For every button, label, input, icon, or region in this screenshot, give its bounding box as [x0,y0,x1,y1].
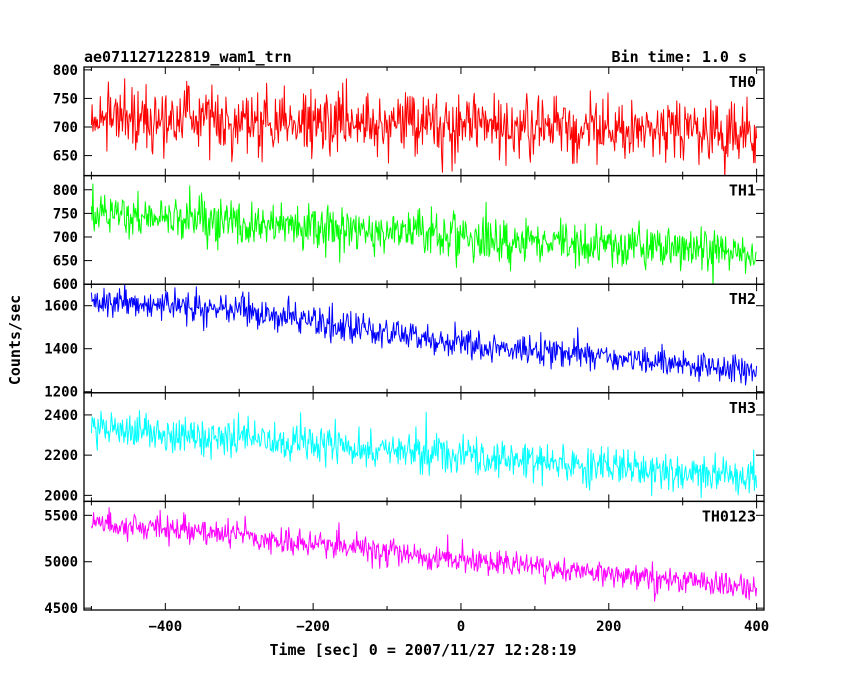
y-tick-label: 650 [53,254,78,270]
bin-time-label: Bin time: 1.0 s [612,48,747,66]
panel-frame [83,174,765,285]
y-tick-label: 2200 [44,448,78,464]
y-tick-label: 5000 [44,555,78,571]
y-tick-label: 1600 [44,299,78,315]
panel-th0: 650 700 750 800 TH0 [53,63,765,177]
x-tick-label: −200 [296,619,330,635]
x-tick-labels: −400 −200 0 200 400 [148,619,769,635]
panel-frame [83,500,765,611]
panel-label: TH1 [729,182,756,200]
y-tick-label: 650 [53,149,78,165]
panel-th3: 2000 2200 2400 TH3 [44,392,765,504]
series-th1 [90,183,757,285]
x-tick-label: 400 [744,619,769,635]
panel-label: TH3 [729,399,756,417]
series-th2 [90,284,758,386]
y-tick-label: 2000 [44,488,78,504]
y-tick-label: 600 [53,277,78,293]
y-tick-label: 800 [53,183,78,199]
panel-th0123: 4500 5000 5500 TH0123 [44,500,765,617]
panel-th1: 600 650 700 750 800 TH1 [53,174,765,293]
x-axis-label: Time [sec] 0 = 2007/11/27 12:28:19 [269,641,576,659]
x-tick-label: 200 [596,619,621,635]
y-tick-label: 750 [53,91,78,107]
chart-title: ae071127122819_wam1_trn [84,48,292,66]
y-axis-label: Counts/sec [6,295,24,385]
panel-th2: 1200 1400 1600 TH2 [44,283,765,401]
y-tick-label: 700 [53,230,78,246]
panel-label: TH2 [729,290,756,308]
y-tick-label: 750 [53,206,78,222]
y-tick-label: 1200 [44,385,78,401]
x-tick-label: −400 [148,619,182,635]
y-tick-label: 4500 [44,601,78,617]
series-th3 [90,409,758,499]
y-tick-label: 2400 [44,408,78,424]
panels-group: 650 700 750 800 TH0 600 650 700 750 800 TH1 1200 140… [44,63,765,617]
panel-label: TH0 [729,73,756,91]
panel-label: TH0123 [702,507,756,525]
series-th0 [90,78,758,176]
y-tick-label: 800 [53,63,78,79]
y-tick-label: 700 [53,120,78,136]
y-tick-label: 1400 [44,342,78,358]
series-th0123 [90,507,758,602]
y-tick-label: 5500 [44,508,78,524]
x-tick-label: 0 [457,619,465,635]
